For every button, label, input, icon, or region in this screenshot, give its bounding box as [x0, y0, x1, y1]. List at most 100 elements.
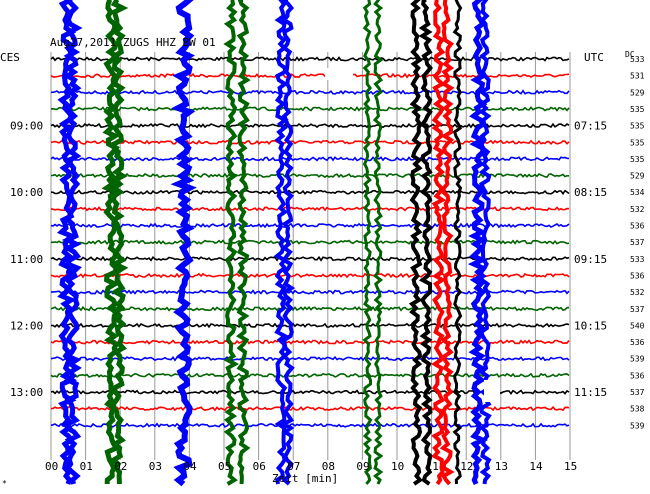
event-band-14 [439, 0, 455, 486]
trace-12 [50, 255, 570, 262]
event-band-11 [408, 0, 423, 486]
dc-value-17: 536 [630, 338, 645, 347]
left-time-label-0: 09:00 [10, 120, 43, 133]
x-tick-4: 04 [183, 460, 197, 473]
x-tick-labels: 00 01 02 03 04 05 06 07 08 09 10 11 12 13 14 15 [45, 460, 577, 473]
events [56, 0, 492, 487]
right-time-label-3: 10:15 [574, 319, 607, 332]
event-band-16 [467, 0, 489, 486]
event-band-13 [431, 0, 447, 486]
white-gap [325, 68, 353, 80]
trace-18 [50, 355, 570, 362]
event-band-3 [109, 0, 129, 485]
dc-value-22: 539 [630, 421, 645, 430]
dc-value-11: 537 [630, 238, 645, 247]
right-time-label-2: 09:15 [574, 253, 607, 266]
right-axis-label: UTC [584, 51, 604, 64]
x-tick-7: 07 [287, 460, 300, 473]
trace-19 [50, 372, 570, 379]
event-band-15 [452, 0, 463, 485]
dc-value-16: 540 [630, 321, 645, 330]
event-band-2 [101, 0, 122, 485]
dc-value-5: 535 [630, 138, 645, 147]
x-tick-0: 00 [45, 460, 58, 473]
trace-5 [50, 139, 570, 146]
event-band-4 [170, 0, 197, 487]
x-tick-12: 12 [460, 460, 473, 473]
x-tick-15: 15 [564, 460, 577, 473]
dc-value-labels: 533 531 529 535 535 535 535 529 534 532 536 537 533 5… [630, 55, 645, 430]
dc-value-3: 535 [630, 105, 645, 114]
trace-14 [50, 289, 570, 295]
x-axis-label: Zeit [min] [272, 472, 338, 485]
x-tick-6: 06 [253, 460, 266, 473]
trace-17 [50, 339, 570, 345]
trace-10 [50, 222, 570, 229]
dc-value-13: 536 [630, 271, 645, 280]
trace-1 [50, 72, 570, 79]
trace-9 [50, 205, 570, 212]
event-band-6 [235, 0, 251, 485]
trace-0 [50, 56, 570, 62]
left-axis-label: CES [0, 51, 20, 64]
event-band-12 [418, 0, 434, 486]
right-time-label-4: 11:15 [574, 386, 607, 399]
x-tick-8: 08 [322, 460, 335, 473]
x-tick-2: 02 [114, 460, 127, 473]
dc-value-14: 532 [630, 288, 645, 297]
x-tick-3: 03 [149, 460, 162, 473]
white-gap-2 [484, 380, 500, 402]
left-time-label-4: 13:00 [10, 386, 43, 399]
trace-2 [50, 89, 570, 96]
chart-title: Aug27,2011 ZUGS HHZ BW 01 [50, 36, 216, 49]
dc-value-4: 535 [630, 122, 645, 131]
event-band-9 [362, 0, 373, 485]
left-time-labels: 09:00 10:00 11:00 12:00 13:00 [10, 120, 43, 399]
x-tick-10: 10 [391, 460, 404, 473]
trace-7 [50, 172, 569, 179]
dc-value-20: 537 [630, 388, 645, 397]
dc-value-12: 533 [630, 255, 645, 264]
event-band-1 [61, 0, 83, 485]
dc-label: DC [625, 50, 635, 59]
dc-value-0: 533 [630, 55, 645, 64]
left-time-label-3: 12:00 [10, 319, 43, 332]
trace-16 [50, 322, 570, 329]
dc-value-7: 529 [630, 172, 645, 181]
right-time-label-1: 08:15 [574, 186, 607, 199]
trace-8 [50, 189, 570, 196]
corner-mark: * [2, 479, 7, 488]
left-time-label-1: 10:00 [10, 186, 43, 199]
dc-value-9: 532 [630, 205, 645, 214]
x-tick-14: 14 [529, 460, 543, 473]
event-band-8 [279, 0, 296, 486]
trace-15 [50, 305, 570, 312]
dc-value-15: 537 [630, 305, 645, 314]
x-tick-13: 13 [495, 460, 508, 473]
trace-22 [50, 422, 570, 429]
dc-value-8: 534 [630, 188, 645, 197]
left-time-label-2: 11:00 [10, 253, 43, 266]
dc-value-1: 531 [630, 72, 645, 81]
event-band-7 [273, 0, 289, 485]
trace-4 [50, 122, 570, 129]
dc-value-6: 535 [630, 155, 645, 164]
event-band-17 [477, 0, 492, 485]
event-band-5 [223, 0, 240, 486]
dc-value-21: 538 [630, 405, 645, 414]
event-band-10 [372, 0, 384, 485]
dc-value-18: 539 [630, 355, 645, 364]
traces [50, 56, 570, 429]
trace-13 [50, 272, 570, 279]
trace-21 [50, 405, 570, 412]
trace-6 [50, 156, 570, 162]
dc-value-10: 536 [630, 222, 645, 231]
x-tick-9: 09 [356, 460, 369, 473]
trace-3 [50, 105, 570, 112]
x-tick-1: 01 [80, 460, 93, 473]
right-time-label-0: 07:15 [574, 120, 607, 133]
x-tick-5: 05 [218, 460, 231, 473]
x-tick-11: 11 [426, 460, 439, 473]
dc-value-19: 536 [630, 371, 645, 380]
